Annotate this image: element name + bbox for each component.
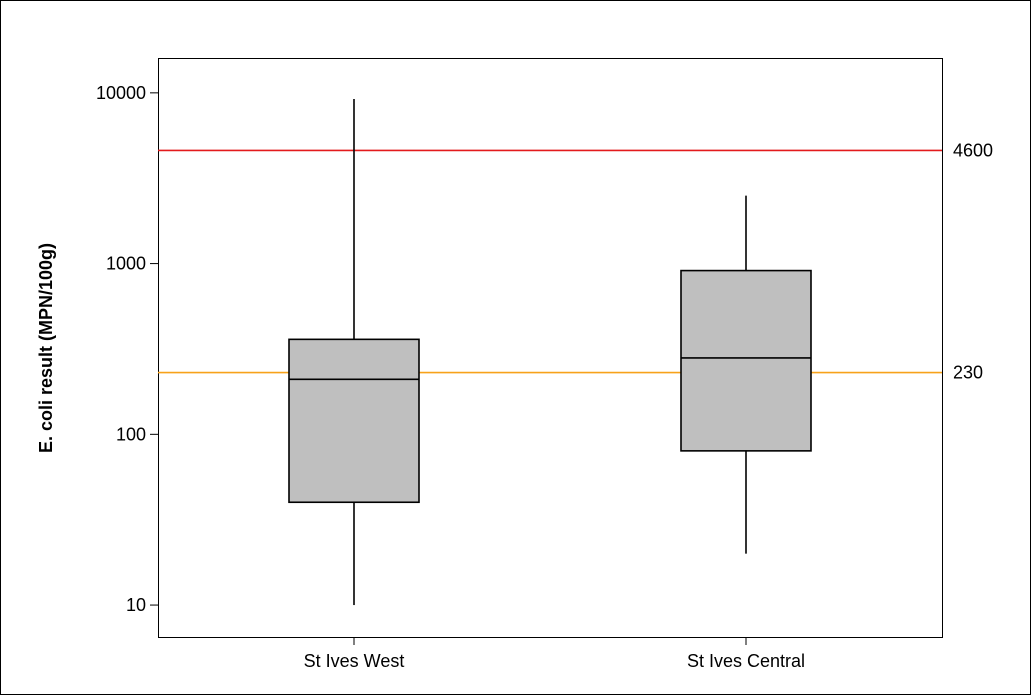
- y-tick-label: 10: [126, 595, 146, 615]
- y-tick-label: 100: [116, 424, 146, 444]
- y-axis-label: E. coli result (MPN/100g): [36, 243, 56, 453]
- box-iqr: [680, 269, 812, 452]
- y-tick-label: 10000: [96, 83, 146, 103]
- x-axis: St Ives West St Ives Central: [304, 637, 805, 671]
- box-0: [288, 99, 420, 606]
- boxes: [288, 99, 812, 606]
- x-tick-label: St Ives Central: [687, 651, 805, 671]
- y-axis: 10 100 1000 10000: [96, 83, 158, 615]
- reference-line-label: 230: [953, 363, 983, 383]
- box-iqr: [288, 338, 420, 504]
- x-tick-label: St Ives West: [304, 651, 405, 671]
- y-tick-label: 1000: [106, 254, 146, 274]
- reference-line-label: 4600: [953, 140, 993, 160]
- plot-area: [158, 58, 943, 638]
- box-1: [680, 195, 812, 554]
